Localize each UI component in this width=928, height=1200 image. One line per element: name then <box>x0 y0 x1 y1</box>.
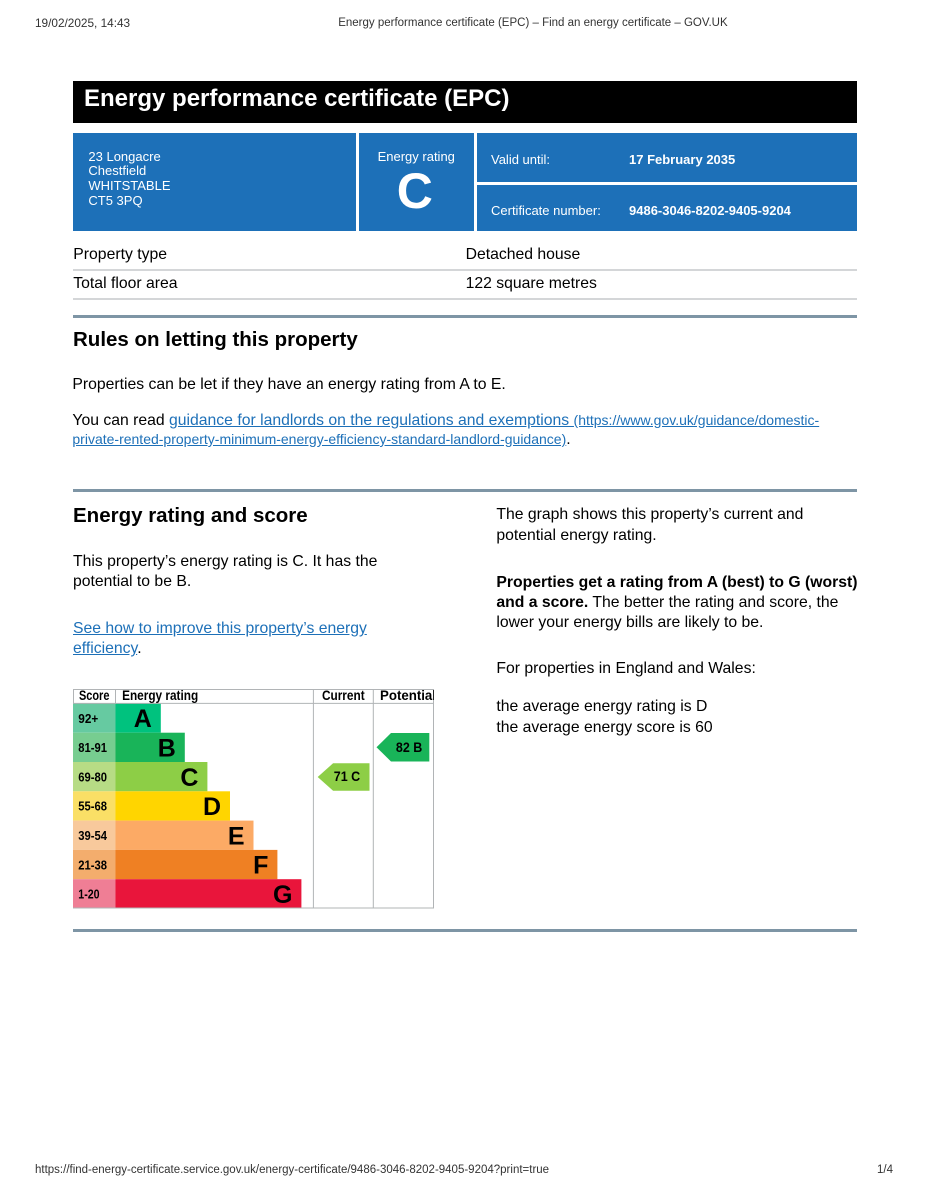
svg-text:81-91: 81-91 <box>78 740 107 755</box>
svg-text:71 C: 71 C <box>334 769 361 784</box>
svg-text:Current: Current <box>322 689 365 703</box>
svg-text:69-80: 69-80 <box>78 769 107 784</box>
svg-text:Score: Score <box>79 689 110 703</box>
svg-text:E: E <box>228 822 245 850</box>
svg-text:G: G <box>273 881 292 909</box>
svg-text:C: C <box>180 764 198 792</box>
svg-text:F: F <box>253 852 268 880</box>
svg-text:D: D <box>203 793 221 821</box>
svg-text:55-68: 55-68 <box>78 799 107 814</box>
svg-text:21-38: 21-38 <box>78 857 107 872</box>
svg-text:1-20: 1-20 <box>78 887 99 902</box>
svg-text:B: B <box>158 735 176 763</box>
svg-text:39-54: 39-54 <box>78 828 107 843</box>
svg-text:Energy rating: Energy rating <box>122 689 198 703</box>
svg-text:92+: 92+ <box>78 711 98 726</box>
svg-text:A: A <box>134 705 152 733</box>
svg-text:Potential: Potential <box>380 689 434 703</box>
svg-text:82 B: 82 B <box>396 740 423 755</box>
